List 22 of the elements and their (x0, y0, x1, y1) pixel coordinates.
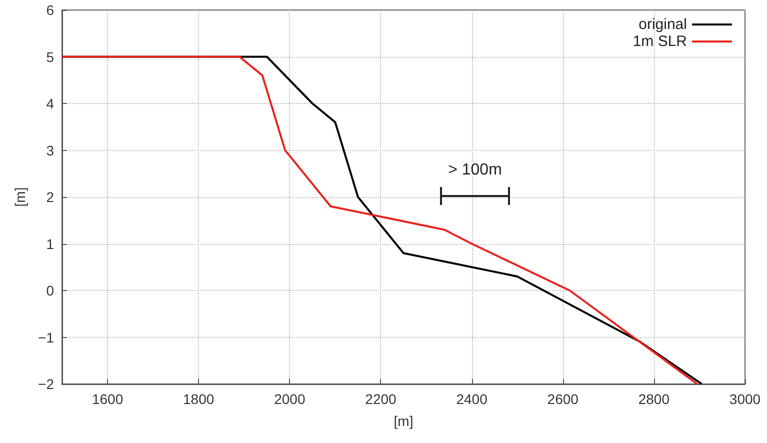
x-tick-label: 1600 (92, 391, 124, 407)
annotation: > 100m (448, 162, 502, 178)
y-tick-label: 3 (46, 142, 54, 158)
y-tick-label: 0 (46, 282, 54, 298)
x-tick-label: 1800 (183, 391, 214, 407)
y-tick-label: 1 (46, 236, 54, 252)
y-tick-label: 2 (46, 189, 54, 205)
y-tick-label: −2 (38, 376, 54, 392)
legend-label: 1m SLR (632, 33, 688, 50)
y-tick-label: 5 (46, 48, 54, 65)
legend-label: original (638, 16, 687, 33)
y-tick-label: 6 (46, 2, 54, 18)
x-tick-label: 2400 (456, 391, 488, 407)
y-tick-label: −1 (38, 329, 54, 346)
x-tick-label: 2000 (274, 391, 306, 407)
x-tick-label: 2600 (547, 391, 579, 407)
x-tick-label: 2200 (365, 391, 397, 407)
y-tick-label: 4 (46, 96, 54, 112)
x-tick-label: 2800 (638, 391, 670, 407)
x-tick-label: 3000 (729, 391, 761, 407)
x-axis-title: [m] (394, 413, 414, 429)
y-axis-title: [m] (12, 187, 28, 207)
